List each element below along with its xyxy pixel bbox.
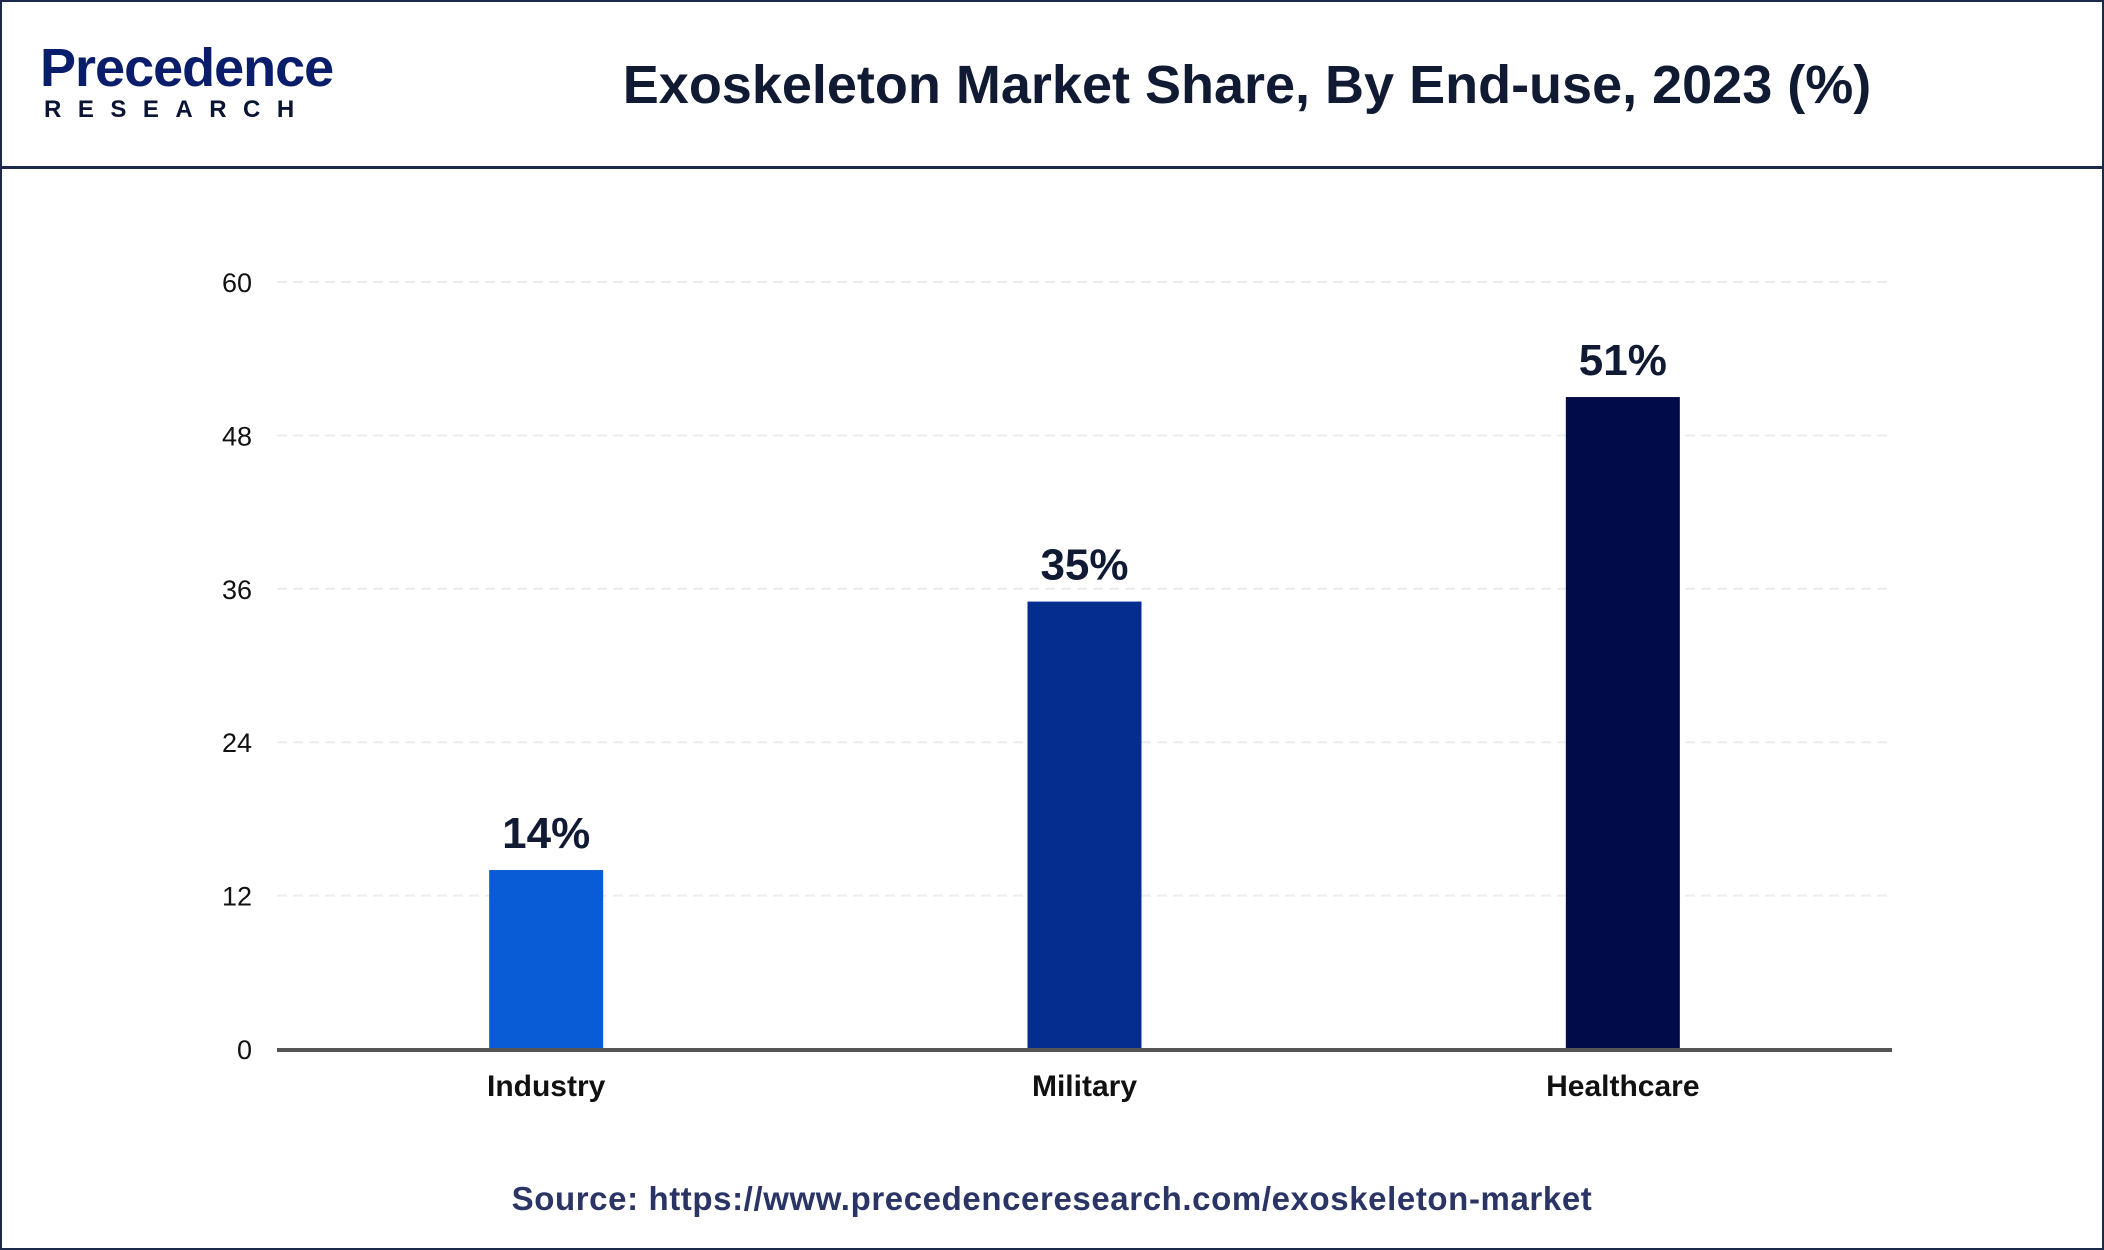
y-tick-label: 0	[237, 1035, 252, 1065]
x-tick-label: Military	[1032, 1070, 1137, 1103]
brand-logo: Precedence RESEARCH	[40, 38, 340, 128]
bar-chart: 0 12 24 36 48 60 14% 35% 51% Industry Military He…	[222, 268, 1892, 1103]
logo-wordmark: Precedence	[40, 38, 334, 98]
y-tick-label: 60	[222, 268, 252, 298]
logo-subtitle: RESEARCH	[44, 96, 311, 123]
x-tick-label: Industry	[487, 1070, 606, 1103]
y-tick-label: 48	[222, 421, 252, 451]
y-axis-ticks: 0 12 24 36 48 60	[222, 268, 252, 1065]
x-tick-label: Healthcare	[1546, 1070, 1699, 1103]
header: Precedence RESEARCH Exoskeleton Market S…	[2, 2, 2102, 169]
y-tick-label: 24	[222, 728, 252, 758]
source-note: Source: https://www.precedenceresearch.c…	[511, 1180, 1593, 1217]
chart-title: Exoskeleton Market Share, By End-use, 20…	[622, 55, 1872, 115]
data-labels: 14% 35% 51%	[502, 336, 1667, 858]
data-label: 51%	[1579, 336, 1667, 385]
chart-area: 0 12 24 36 48 60 14% 35% 51% Industry Military He…	[2, 169, 2102, 1169]
y-tick-label: 36	[222, 575, 252, 605]
y-tick-label: 12	[222, 882, 252, 912]
bar-industry	[489, 870, 604, 1049]
bar-military	[1027, 601, 1142, 1049]
bar-healthcare	[1565, 397, 1680, 1049]
x-axis-ticks: Industry Military Healthcare	[487, 1070, 1700, 1103]
data-label: 14%	[502, 809, 590, 858]
bars	[489, 397, 1680, 1049]
data-label: 35%	[1040, 541, 1128, 590]
